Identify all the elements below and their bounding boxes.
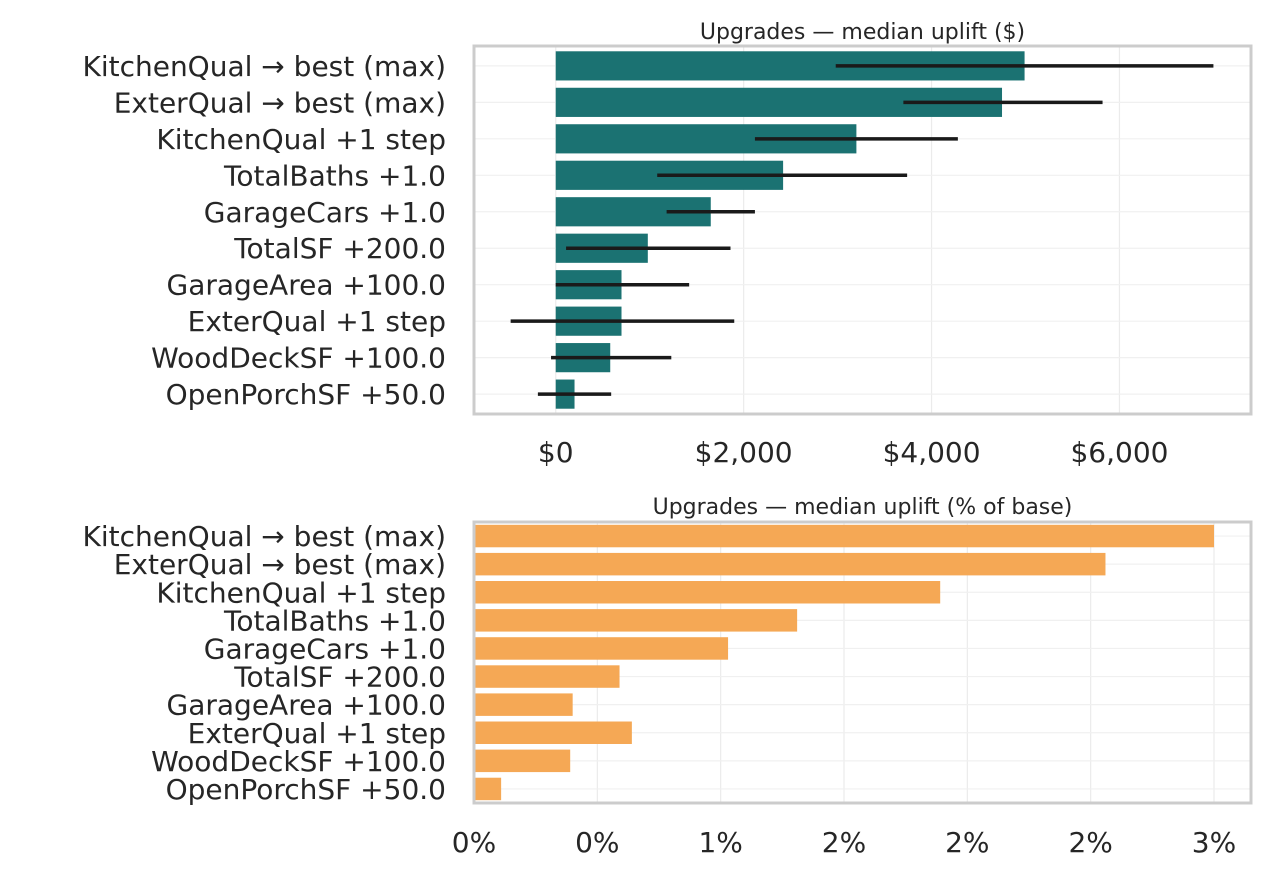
- y-tick-label: ExterQual → best (max): [114, 86, 446, 119]
- y-tick-label: TotalBaths +1.0: [223, 604, 446, 637]
- y-tick-label: WoodDeckSF +100.0: [151, 745, 446, 778]
- chart-panel-1: KitchenQual → best (max)ExterQual → best…: [82, 20, 1253, 469]
- y-tick-label: KitchenQual +1 step: [156, 123, 446, 156]
- y-tick-label: ExterQual +1 step: [188, 717, 446, 750]
- bar: [474, 581, 941, 604]
- x-tick-label: $6,000: [1070, 436, 1168, 469]
- x-tick-label: 2%: [945, 826, 989, 859]
- axes-frame: [472, 44, 1253, 416]
- y-tick-label: GarageArea +100.0: [167, 269, 446, 302]
- y-tick-label: KitchenQual → best (max): [82, 50, 446, 83]
- bar: [474, 637, 729, 660]
- x-tick-label: $4,000: [883, 436, 981, 469]
- y-tick-label: OpenPorchSF +50.0: [166, 378, 446, 411]
- bar: [474, 665, 620, 688]
- bar: [474, 609, 798, 632]
- axes-frame: [472, 520, 1253, 805]
- y-tick-label: TotalSF +200.0: [233, 232, 446, 265]
- bar: [474, 777, 502, 801]
- y-tick-label: GarageCars +1.0: [204, 632, 446, 665]
- bar: [474, 524, 1214, 548]
- x-tick-label: 3%: [1192, 826, 1236, 859]
- bar: [474, 749, 571, 773]
- x-tick-label: 2%: [1068, 826, 1112, 859]
- y-tick-label: ExterQual +1 step: [188, 305, 446, 338]
- x-tick-label: 2%: [822, 826, 866, 859]
- y-tick-label: TotalSF +200.0: [233, 661, 446, 694]
- y-tick-label: OpenPorchSF +50.0: [166, 773, 446, 806]
- y-tick-label: WoodDeckSF +100.0: [151, 342, 446, 375]
- y-tick-label: KitchenQual +1 step: [156, 576, 446, 609]
- y-tick-label: GarageArea +100.0: [167, 689, 446, 722]
- bar: [474, 721, 632, 744]
- x-tick-label: 0%: [452, 826, 496, 859]
- y-tick-label: KitchenQual → best (max): [82, 520, 446, 553]
- y-tick-label: GarageCars +1.0: [204, 196, 446, 229]
- x-tick-label: $2,000: [695, 436, 793, 469]
- chart-panel-2: KitchenQual → best (max)ExterQual → best…: [82, 495, 1253, 859]
- chart-title: Upgrades — median uplift ($): [700, 20, 1025, 45]
- x-tick-label: 0%: [575, 826, 619, 859]
- chart-title: Upgrades — median uplift (% of base): [653, 495, 1073, 520]
- x-tick-label: $0: [538, 436, 574, 469]
- y-tick-label: TotalBaths +1.0: [223, 159, 446, 192]
- bar: [474, 552, 1106, 576]
- x-tick-label: 1%: [698, 826, 742, 859]
- y-tick-label: ExterQual → best (max): [114, 548, 446, 581]
- bar: [474, 693, 573, 716]
